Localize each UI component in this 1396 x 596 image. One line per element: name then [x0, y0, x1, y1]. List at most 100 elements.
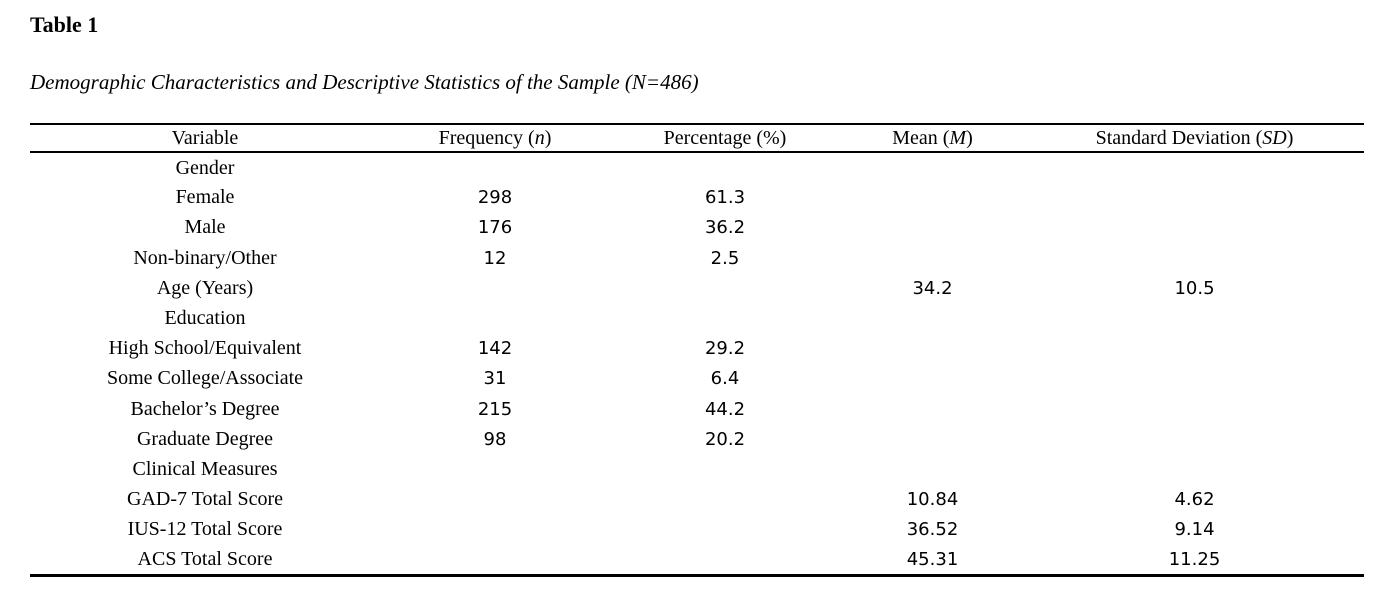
column-header-variable: Variable [30, 124, 380, 154]
cell-mean [840, 303, 1025, 333]
cell-percentage: 36.2 [704, 217, 746, 239]
header-text: ) [544, 126, 552, 149]
table-row: Male 176 36.2 [30, 213, 1364, 243]
header-text: Frequency ( [438, 126, 535, 149]
table-row: Education [30, 303, 1364, 333]
header-text: Standard Deviation ( [1095, 126, 1263, 149]
table-row: Graduate Degree 98 20.2 [30, 424, 1364, 454]
cell-variable: Education [164, 306, 246, 329]
cell-mean [840, 334, 1025, 364]
table-row: Female 298 61.3 [30, 183, 1364, 213]
cell-percentage [610, 152, 840, 182]
header-text: Percentage (%) [663, 126, 787, 149]
cell-frequency: 98 [483, 428, 507, 450]
cell-variable: Gender [175, 156, 235, 179]
cell-frequency [380, 485, 610, 515]
cell-sd [1025, 243, 1364, 273]
cell-frequency [380, 515, 610, 545]
cell-mean [840, 394, 1025, 424]
cell-sd [1025, 454, 1364, 484]
cell-mean: 34.2 [912, 277, 953, 299]
cell-sd [1025, 303, 1364, 333]
column-header-standard-deviation: Standard Deviation (SD) [1025, 124, 1364, 154]
cell-mean [840, 183, 1025, 213]
cell-sd [1025, 394, 1364, 424]
table-caption: Demographic Characteristics and Descript… [30, 70, 699, 95]
column-header-percentage: Percentage (%) [610, 124, 840, 154]
table-row: Non-binary/Other 12 2.5 [30, 243, 1364, 273]
cell-variable: ACS Total Score [137, 547, 273, 570]
demographics-table: Variable Frequency (n) Percentage (%) Me… [30, 123, 1364, 577]
table-row: Age (Years) 34.2 10.5 [30, 273, 1364, 303]
cell-percentage: 20.2 [704, 428, 746, 450]
cell-mean: 10.84 [906, 489, 959, 511]
cell-mean [840, 213, 1025, 243]
cell-sd: 9.14 [1174, 519, 1215, 541]
cell-percentage: 44.2 [704, 398, 746, 420]
cell-mean [840, 424, 1025, 454]
cell-variable: Bachelor’s Degree [130, 397, 280, 420]
cell-percentage: 29.2 [704, 338, 746, 360]
cell-variable: Age (Years) [156, 276, 254, 299]
cell-frequency: 215 [477, 398, 513, 420]
cell-frequency [380, 303, 610, 333]
cell-variable: Clinical Measures [132, 457, 278, 480]
cell-sd: 10.5 [1174, 277, 1215, 299]
table-row: GAD-7 Total Score 10.84 4.62 [30, 485, 1364, 515]
document-page: Table 1 Demographic Characteristics and … [30, 12, 1364, 577]
cell-frequency: 31 [483, 368, 507, 390]
column-header-frequency: Frequency (n) [380, 124, 610, 154]
cell-frequency [380, 273, 610, 303]
cell-variable: High School/Equivalent [108, 337, 302, 360]
cell-mean [840, 454, 1025, 484]
header-text: Mean ( [892, 126, 950, 149]
cell-variable: IUS-12 Total Score [127, 518, 283, 541]
cell-percentage [610, 545, 840, 575]
cell-sd: 11.25 [1168, 548, 1221, 570]
cell-frequency: 12 [483, 247, 507, 269]
cell-frequency [380, 152, 610, 182]
cell-mean [840, 364, 1025, 394]
cell-percentage [610, 454, 840, 484]
cell-percentage: 61.3 [704, 187, 746, 209]
cell-frequency: 298 [477, 187, 513, 209]
cell-variable: Female [175, 186, 235, 209]
header-symbol: n [534, 126, 545, 149]
cell-mean [840, 243, 1025, 273]
table-row: Gender [30, 152, 1364, 182]
header-symbol: M [949, 126, 967, 149]
cell-percentage [610, 485, 840, 515]
header-text: ) [1286, 126, 1294, 149]
table-row: High School/Equivalent 142 29.2 [30, 334, 1364, 364]
cell-mean: 36.52 [906, 519, 959, 541]
cell-sd [1025, 183, 1364, 213]
table-row: IUS-12 Total Score 36.52 9.14 [30, 515, 1364, 545]
table-header-row: Variable Frequency (n) Percentage (%) Me… [30, 124, 1364, 154]
cell-variable: Some College/Associate [106, 367, 304, 390]
table-row: Some College/Associate 31 6.4 [30, 364, 1364, 394]
table-row: Clinical Measures [30, 454, 1364, 484]
cell-variable: GAD-7 Total Score [127, 488, 283, 511]
cell-frequency [380, 545, 610, 575]
cell-sd [1025, 364, 1364, 394]
table-body: Gender Female 298 61.3 Male 176 36.2 Non-binary… [30, 152, 1364, 575]
header-text: ) [966, 126, 973, 149]
cell-frequency: 142 [477, 338, 513, 360]
cell-sd [1025, 424, 1364, 454]
cell-mean [840, 152, 1025, 182]
table-row: Bachelor’s Degree 215 44.2 [30, 394, 1364, 424]
cell-percentage: 6.4 [710, 368, 740, 390]
cell-percentage [610, 515, 840, 545]
cell-variable: Non-binary/Other [133, 246, 277, 269]
header-symbol: SD [1262, 126, 1287, 149]
cell-percentage [610, 303, 840, 333]
column-header-mean: Mean (M) [840, 124, 1025, 154]
cell-percentage: 2.5 [710, 247, 740, 269]
table-number: Table 1 [30, 12, 99, 37]
cell-variable: Graduate Degree [136, 427, 274, 450]
cell-percentage [610, 273, 840, 303]
table-row: ACS Total Score 45.31 11.25 [30, 545, 1364, 575]
cell-sd [1025, 334, 1364, 364]
cell-frequency: 176 [477, 217, 513, 239]
cell-variable: Male [184, 216, 226, 239]
